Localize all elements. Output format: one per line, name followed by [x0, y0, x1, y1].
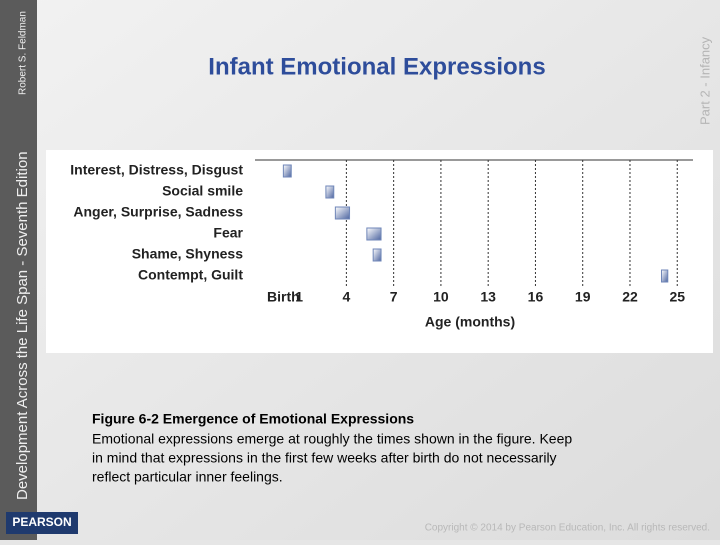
sidebar	[0, 0, 37, 540]
caption: Emotional expressions emerge at roughly …	[92, 431, 572, 485]
y-tick-label: Contempt, Guilt	[138, 267, 243, 283]
x-tick-label: 1	[295, 289, 303, 305]
x-axis-label: Age (months)	[425, 314, 515, 330]
copyright: Copyright © 2014 by Pearson Education, I…	[425, 523, 710, 534]
y-tick-label: Fear	[213, 225, 243, 241]
caption-line: in mind that expressions in the first fe…	[92, 450, 557, 466]
side-text: Development Across the Life Span - Seven…	[14, 151, 31, 500]
y-tick-label: Shame, Shyness	[132, 246, 243, 262]
y-tick-label: Anger, Surprise, Sadness	[73, 204, 243, 220]
caption-line: reflect particular inner feelings.	[92, 469, 283, 485]
x-tick-label: 19	[575, 289, 591, 305]
bar	[282, 164, 292, 178]
logo-box	[6, 512, 78, 534]
logo: PEARSON	[12, 515, 71, 529]
bar	[372, 248, 382, 262]
caption-title: Figure 6-2 Emergence of Emotional Expres…	[92, 411, 414, 427]
y-tick-label: Social smile	[162, 183, 243, 199]
slide-title: Infant Emotional Expressions	[208, 53, 545, 80]
x-tick-label: 25	[669, 289, 685, 305]
x-tick-label: 13	[480, 289, 496, 305]
caption-line: Emotional expressions emerge at roughly …	[92, 431, 572, 447]
x-tick-label: 16	[528, 289, 544, 305]
bar	[366, 227, 382, 241]
bar	[660, 269, 669, 283]
x-tick-label: 10	[433, 289, 449, 305]
x-tick-label: 7	[390, 289, 398, 305]
bar	[334, 206, 351, 220]
part: Part 2 - Infancy	[697, 36, 712, 125]
y-tick-label: Interest, Distress, Disgust	[70, 162, 243, 178]
x-tick-label: 22	[622, 289, 638, 305]
author: Robert S. Feldman	[18, 11, 29, 95]
bar	[325, 185, 335, 199]
x-tick-label: Birth	[267, 289, 300, 305]
x-tick-label: 4	[342, 289, 350, 305]
